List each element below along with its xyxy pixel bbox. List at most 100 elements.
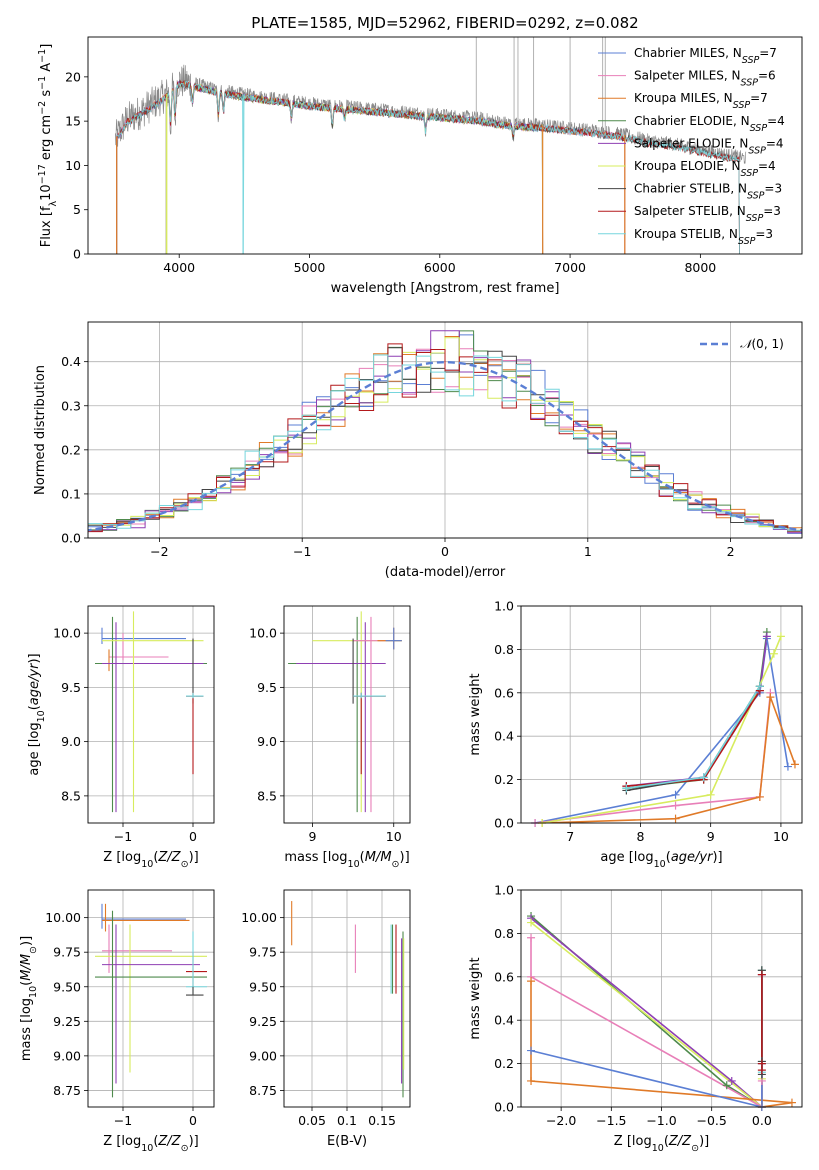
spectrum-xtick-label: 7000 bbox=[554, 260, 586, 275]
age_vs_z-ytick-label: 8.5 bbox=[61, 788, 81, 803]
weight_vs_age-plot-area bbox=[534, 631, 796, 823]
spectrum-title: PLATE=1585, MJD=52962, FIBERID=0292, z=0… bbox=[251, 14, 638, 32]
mass_vs_ebv-ytick-label: 9.00 bbox=[249, 1048, 277, 1063]
weight_vs_age-line-kroupa-miles bbox=[542, 696, 796, 823]
weight_vs_age-ytick-label: 0.0 bbox=[494, 816, 514, 831]
weight_vs_z-marker bbox=[727, 1076, 736, 1085]
mass_vs_z-plot-area bbox=[95, 903, 207, 1098]
weight_vs_age-xtick-label: 9 bbox=[707, 829, 715, 844]
weight_vs_age-line-chabrier-miles bbox=[534, 638, 789, 823]
mass_vs_ebv-ytick-label: 10.00 bbox=[241, 910, 277, 925]
residuals-legend-label: 𝒩(0, 1) bbox=[740, 337, 784, 351]
residuals-hist-kroupa-stelib bbox=[88, 354, 802, 532]
mass_vs_ebv-xtick-label: 0.05 bbox=[298, 1113, 326, 1128]
mass_vs_z-xlabel: Z [log10(Z/Z⊙)] bbox=[103, 1134, 198, 1154]
weight_vs_age-marker bbox=[762, 632, 771, 641]
age_vs_mass-xlabel: mass [log10(M/M⊙)] bbox=[284, 850, 409, 870]
weight_vs_age-marker bbox=[622, 784, 631, 793]
weight_vs_age-marker bbox=[790, 760, 799, 769]
mass_vs_ebv-ytick-label: 9.75 bbox=[249, 945, 277, 960]
spectrum-xtick-label: 4000 bbox=[163, 260, 195, 275]
age_vs_mass-ytick-label: 9.5 bbox=[257, 680, 277, 695]
weight_vs_z-xtick-label: −1.0 bbox=[646, 1113, 676, 1128]
age_vs_z-xtick-label: 0 bbox=[189, 829, 197, 844]
spectrum-model-kroupa-miles bbox=[116, 81, 626, 254]
spectrum-xlabel: wavelength [Angstrom, rest frame] bbox=[331, 281, 560, 296]
mass_vs_ebv-xlabel: E(B-V) bbox=[327, 1134, 367, 1149]
weight_vs_age-marker bbox=[671, 814, 680, 823]
weight_vs_age-frame bbox=[520, 605, 803, 824]
spectrum-plot-area bbox=[115, 37, 747, 254]
residuals-panel: −2 −1 0 1 2 0.0 0.1 0.2 0.3 0.4 (data-model)/error… bbox=[33, 321, 803, 580]
weight_vs_age-xtick-label: 10 bbox=[773, 829, 789, 844]
weight_vs_age-line-chabrier-stelib bbox=[626, 685, 761, 792]
weight_vs_z-line-kroupa-miles bbox=[530, 981, 793, 1107]
spectrum-legend-label: Kroupa MILES, NSSP=7 bbox=[634, 91, 768, 111]
mass_vs_z-ytick-label: 9.00 bbox=[53, 1048, 81, 1063]
weight_vs_age-marker bbox=[755, 682, 764, 691]
weight_vs_age-marker bbox=[671, 790, 680, 799]
age_vs_z-panel: −1 0 8.5 9.0 9.5 10.0 Z [log10(Z/Z⊙)] age [log1… bbox=[27, 605, 215, 870]
age_vs_z-xtick-label: −1 bbox=[114, 829, 132, 844]
spectrum-legend-label: Chabrier MILES, NSSP=7 bbox=[634, 46, 777, 66]
spectrum-ytick-label: 10 bbox=[65, 158, 81, 173]
age_vs_z-ylabel: age [log10(age/yr)] bbox=[27, 653, 47, 775]
weight_vs_z-marker bbox=[527, 1076, 536, 1085]
spectrum-legend-label: Chabrier STELIB, NSSP=3 bbox=[634, 182, 782, 202]
weight_vs_age-panel: 7 8 9 10 0.0 0.2 0.4 0.6 0.8 1.0 age [log10(age/yr… bbox=[468, 599, 803, 870]
weight_vs_age-ytick-label: 0.4 bbox=[494, 729, 514, 744]
mass_vs_ebv-ytick-label: 8.75 bbox=[249, 1083, 277, 1098]
residuals-ylabel: Normed distribution bbox=[33, 365, 48, 495]
mass_vs_ebv-xtick-label: 0.15 bbox=[368, 1113, 396, 1128]
weight_vs_z-marker bbox=[787, 1098, 796, 1107]
mass_vs_z-ylabel: mass [log10(M/M⊙)] bbox=[19, 936, 39, 1061]
residuals-ytick-label: 0.2 bbox=[61, 442, 81, 457]
age_vs_mass-xtick-label: 10 bbox=[386, 829, 402, 844]
weight_vs_age-xtick-label: 8 bbox=[636, 829, 644, 844]
weight_vs_z-ytick-label: 0.8 bbox=[494, 926, 514, 941]
age_vs_z-plot-area bbox=[95, 611, 207, 813]
weight_vs_age-line-kroupa-elodie bbox=[541, 636, 782, 823]
mass_vs_z-xtick-label: −1 bbox=[114, 1113, 132, 1128]
spectrum-ytick-label: 15 bbox=[65, 114, 81, 129]
age_vs_mass-ytick-label: 9.0 bbox=[257, 734, 277, 749]
mass_vs_ebv-frame bbox=[283, 889, 411, 1108]
mass_vs_z-ytick-label: 9.75 bbox=[53, 945, 81, 960]
mass_vs_z-ytick-label: 9.25 bbox=[53, 1014, 81, 1029]
weight_vs_z-panel: −2.0 −1.5 −1.0 −0.5 0.0 0.0 0.2 0.4 0.6 0.8 1.0 Z [… bbox=[468, 883, 803, 1154]
weight_vs_z-ytick-label: 0.2 bbox=[494, 1056, 514, 1071]
weight_vs_age-ylabel: mass weight bbox=[468, 673, 483, 755]
weight_vs_age-marker bbox=[755, 792, 764, 801]
weight_vs_age-ytick-label: 0.8 bbox=[494, 642, 514, 657]
weight_vs_age-ytick-label: 0.2 bbox=[494, 772, 514, 787]
weight_vs_age-line-salpeter-stelib bbox=[626, 690, 761, 787]
weight_vs_z-marker bbox=[757, 1066, 766, 1075]
weight_vs_age-marker bbox=[699, 773, 708, 782]
age_vs_z-ytick-label: 10.0 bbox=[53, 626, 81, 641]
age_vs_mass-ytick-label: 8.5 bbox=[257, 788, 277, 803]
spectrum-model-chabrier-miles bbox=[116, 81, 626, 254]
spectrum-legend-label: Salpeter MILES, NSSP=6 bbox=[634, 69, 776, 89]
residuals-ytick-label: 0.4 bbox=[61, 354, 81, 369]
weight_vs_z-xtick-label: 0.0 bbox=[752, 1113, 772, 1128]
weight_vs_z-xlabel: Z [log10(Z/Z⊙)] bbox=[614, 1134, 709, 1154]
residuals-frame bbox=[87, 321, 803, 539]
age_vs_mass-ytick-label: 10.0 bbox=[249, 626, 277, 641]
residuals-ytick-label: 0.0 bbox=[61, 531, 81, 546]
age_vs_mass-xtick-label: 9 bbox=[308, 829, 316, 844]
weight_vs_z-marker bbox=[722, 1081, 731, 1090]
spectrum-legend-label: Salpeter ELODIE, NSSP=4 bbox=[634, 136, 784, 156]
residuals-ytick-label: 0.3 bbox=[61, 398, 81, 413]
age_vs_z-xlabel: Z [log10(Z/Z⊙)] bbox=[103, 850, 198, 870]
spectrum-model-salpeter-miles bbox=[116, 79, 626, 254]
spectrum-model-kroupa-stelib bbox=[116, 81, 740, 254]
weight_vs_age-marker bbox=[776, 632, 785, 641]
weight_vs_age-marker bbox=[671, 801, 680, 810]
residuals-xtick-label: 1 bbox=[584, 544, 592, 559]
residuals-xtick-label: −1 bbox=[293, 544, 311, 559]
weight_vs_z-ytick-label: 0.4 bbox=[494, 1013, 514, 1028]
weight_vs_z-ytick-label: 1.0 bbox=[494, 883, 514, 898]
weight_vs_z-ytick-label: 0.0 bbox=[494, 1100, 514, 1115]
age_vs_mass-frame bbox=[283, 605, 411, 824]
mass_vs_z-ytick-label: 8.75 bbox=[53, 1083, 81, 1098]
